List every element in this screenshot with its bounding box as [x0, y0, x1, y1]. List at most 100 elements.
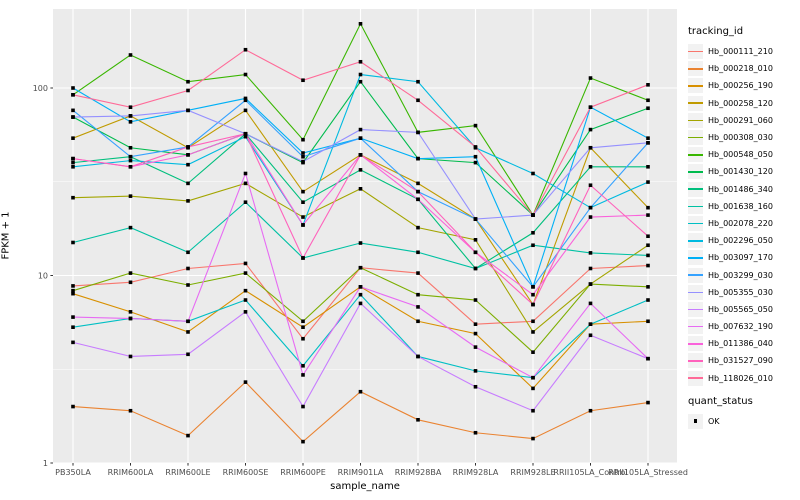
legend-color-line-icon: [688, 205, 703, 208]
data-point: [358, 153, 363, 157]
data-point: [358, 59, 363, 64]
data-point: [416, 189, 420, 194]
data-point: [186, 433, 190, 438]
data-point: [473, 160, 478, 165]
data-point: [531, 292, 535, 297]
data-point: [71, 340, 75, 345]
data-point: [358, 389, 363, 394]
data-point: [71, 160, 75, 165]
legend-color-line-icon: [688, 239, 703, 242]
data-point: [473, 331, 478, 336]
legend-key-icon: [688, 164, 703, 180]
data-point: [301, 363, 305, 368]
legend-key-icon: [688, 95, 703, 111]
data-point: [128, 105, 133, 109]
data-point: [186, 250, 190, 255]
legend-item: Hb_003299_030: [688, 266, 800, 283]
x-tick-label: RRIM600LA: [108, 468, 154, 477]
data-point: [416, 79, 420, 84]
data-point: [186, 199, 190, 203]
legend-item-label: Hb_005565_050: [708, 304, 773, 314]
legend-item: Hb_002296_050: [688, 232, 800, 249]
legend-item: Hb_005565_050: [688, 301, 800, 318]
legend-item: Hb_011386_040: [688, 335, 800, 352]
legend-color-line-icon: [688, 308, 703, 311]
data-point: [646, 141, 650, 145]
x-tick-label: RRIM928BA: [395, 468, 442, 477]
data-point: [301, 189, 305, 194]
data-point: [128, 158, 133, 163]
x-tick-label: RRIM928LE: [510, 468, 555, 477]
data-point: [128, 408, 133, 413]
y-tick-label: 100: [33, 84, 48, 93]
data-point: [358, 285, 363, 289]
x-tick-label: RRIM600PE: [280, 468, 326, 477]
legend-item: Hb_001638_160: [688, 198, 800, 215]
data-point: [243, 261, 248, 266]
legend-color-line-icon: [688, 188, 703, 190]
data-point: [588, 215, 593, 219]
data-point: [416, 130, 420, 135]
legend-key-icon: [688, 370, 703, 386]
data-point: [416, 181, 420, 186]
legend-item: Hb_000308_030: [688, 129, 800, 146]
quant-status-legend: quant_status OK: [688, 396, 800, 430]
y-tick-label: 1: [43, 459, 48, 468]
legend-item-label: Hb_002296_050: [708, 236, 773, 246]
data-point: [128, 225, 133, 230]
data-point: [473, 217, 478, 221]
legend-key-icon: [688, 284, 703, 300]
data-point: [646, 243, 650, 248]
data-point: [358, 21, 363, 26]
data-point: [588, 266, 593, 271]
data-point: [358, 187, 363, 191]
data-point: [71, 86, 75, 90]
data-point: [301, 159, 305, 164]
legend-color-line-icon: [688, 136, 703, 139]
x-tick-label: PB350LA: [55, 468, 91, 477]
data-point: [71, 404, 75, 409]
legend-item: Hb_001430_120: [688, 163, 800, 180]
quant-status-title: quant_status: [688, 395, 753, 407]
data-point: [531, 350, 535, 354]
data-point: [473, 369, 478, 373]
data-point: [588, 322, 593, 326]
data-point: [301, 439, 305, 444]
data-point: [128, 164, 133, 169]
data-point: [473, 298, 478, 302]
data-point: [186, 145, 190, 149]
data-point: [71, 164, 75, 169]
data-point: [588, 408, 593, 413]
legend-item-label: Hb_000308_030: [708, 133, 773, 143]
data-point: [71, 156, 75, 161]
data-point: [358, 292, 363, 297]
data-point: [646, 180, 650, 184]
data-point: [531, 386, 535, 391]
data-point: [416, 225, 420, 230]
data-point: [243, 171, 248, 176]
legend-color-line-icon: [688, 325, 703, 328]
legend-color-line-icon: [688, 171, 703, 173]
data-point: [531, 375, 535, 380]
data-point: [243, 288, 248, 293]
data-point: [588, 282, 593, 286]
legend-color-line-icon: [688, 68, 703, 70]
data-point: [128, 280, 133, 285]
data-point: [646, 205, 650, 210]
legend-key-icon: [688, 319, 703, 335]
data-point: [243, 96, 248, 101]
legend-item: Hb_007632_190: [688, 318, 800, 335]
legend-item-label: Hb_000256_190: [708, 81, 773, 91]
legend-key-icon: [688, 44, 703, 60]
legend-item-label: Hb_031527_090: [708, 356, 773, 366]
data-point: [358, 265, 363, 270]
x-tick-label: RRIM901LA: [338, 468, 384, 477]
legend-color-line-icon: [688, 343, 703, 345]
data-point: [128, 145, 133, 150]
legend-item: Hb_002078_220: [688, 215, 800, 232]
data-point: [358, 127, 363, 132]
legend-key-icon: [688, 336, 703, 352]
data-point: [473, 345, 478, 349]
data-point: [646, 356, 650, 361]
